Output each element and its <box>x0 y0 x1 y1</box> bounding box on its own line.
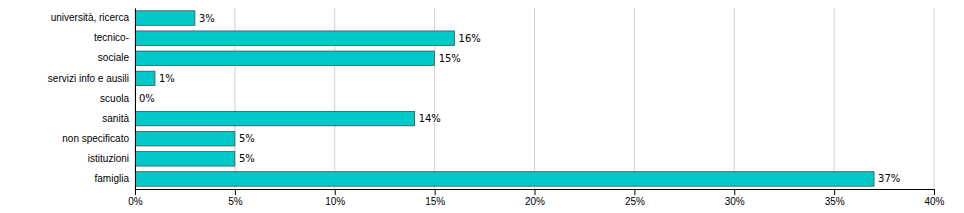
tick-label: 10% <box>325 196 345 207</box>
data-label: 0% <box>139 93 155 104</box>
category-label: scuola <box>100 93 129 104</box>
data-label: 14% <box>419 113 441 124</box>
data-label: 3% <box>199 13 215 24</box>
tick-mark <box>135 189 136 195</box>
grid-line <box>135 8 136 189</box>
chart: 0% 5% 10% 15% 20% 25% 30% 35% 40% famiglia istituz… <box>0 0 964 213</box>
y-tick: servizi info e ausili <box>48 73 135 84</box>
tick-label: 30% <box>725 196 745 207</box>
tick-label: 5% <box>228 196 243 207</box>
y-tick: sociale <box>98 52 135 63</box>
tick-mark <box>435 189 436 195</box>
category-label: sociale <box>98 52 130 63</box>
grid-line <box>634 8 635 189</box>
data-label: 1% <box>159 73 175 84</box>
data-label: 5% <box>239 133 255 144</box>
x-axis: 0% 5% 10% 15% 20% 25% 30% 35% 40% <box>128 189 944 207</box>
y-tick: tecnico- <box>94 32 135 43</box>
tick-mark <box>734 189 735 195</box>
tick-label: 25% <box>625 196 645 207</box>
y-tick: scuola <box>100 93 135 104</box>
y-tick: istituzioni <box>88 153 135 164</box>
data-label: 15% <box>439 53 461 64</box>
axis-line <box>135 9 136 190</box>
data-labels: 37% 5% 5% 14% 0% 1% 15% 16% 3% <box>139 13 900 185</box>
bar <box>135 31 455 45</box>
tick-mark <box>634 189 635 195</box>
x-tick: 30% <box>725 189 745 207</box>
x-tick: 35% <box>825 189 845 207</box>
x-tick: 15% <box>425 189 445 207</box>
bar <box>135 172 874 186</box>
tick-mark <box>834 189 835 195</box>
y-tick: sanità <box>102 113 135 124</box>
x-tick: 0% <box>128 189 143 207</box>
y-tick: non specificato <box>62 133 135 144</box>
x-tick: 10% <box>325 189 345 207</box>
data-label: 16% <box>459 33 481 44</box>
bar <box>135 71 155 85</box>
bar <box>135 11 195 25</box>
category-label: tecnico- <box>94 32 129 43</box>
bar <box>135 51 435 65</box>
category-label: università, ricerca <box>51 12 130 23</box>
tick-mark <box>535 189 536 195</box>
grid-line <box>934 8 935 189</box>
category-label: famiglia <box>95 173 130 184</box>
tick-label: 20% <box>525 196 545 207</box>
axis-line <box>136 190 935 196</box>
y-tick: famiglia <box>95 173 135 184</box>
tick-mark <box>335 189 336 195</box>
bars <box>135 11 874 186</box>
tick-label: 0% <box>128 196 143 207</box>
x-tick: 20% <box>525 189 545 207</box>
data-label: 37% <box>878 173 900 184</box>
bar <box>135 152 235 166</box>
category-label: sanità <box>102 113 129 124</box>
category-label: istituzioni <box>88 153 129 164</box>
grid <box>135 8 934 189</box>
plot: 0% 5% 10% 15% 20% 25% 30% 35% 40% famiglia istituz… <box>48 8 945 207</box>
y-axis: famiglia istituzioni non specificato sanità… <box>48 9 136 190</box>
grid-line <box>734 8 735 189</box>
bar <box>135 111 415 125</box>
grid-line <box>834 8 835 189</box>
x-tick: 25% <box>625 189 645 207</box>
data-label: 5% <box>239 153 255 164</box>
x-tick: 5% <box>228 189 243 207</box>
tick-mark <box>235 189 236 195</box>
tick-label: 40% <box>924 196 944 207</box>
y-tick: università, ricerca <box>51 12 135 23</box>
tick-label: 35% <box>825 196 845 207</box>
x-tick: 40% <box>924 189 944 207</box>
tick-label: 15% <box>425 196 445 207</box>
tick-mark <box>934 189 935 195</box>
grid-line <box>534 8 535 189</box>
category-label: servizi info e ausili <box>48 73 129 84</box>
bar <box>135 131 235 145</box>
category-label: non specificato <box>62 133 129 144</box>
